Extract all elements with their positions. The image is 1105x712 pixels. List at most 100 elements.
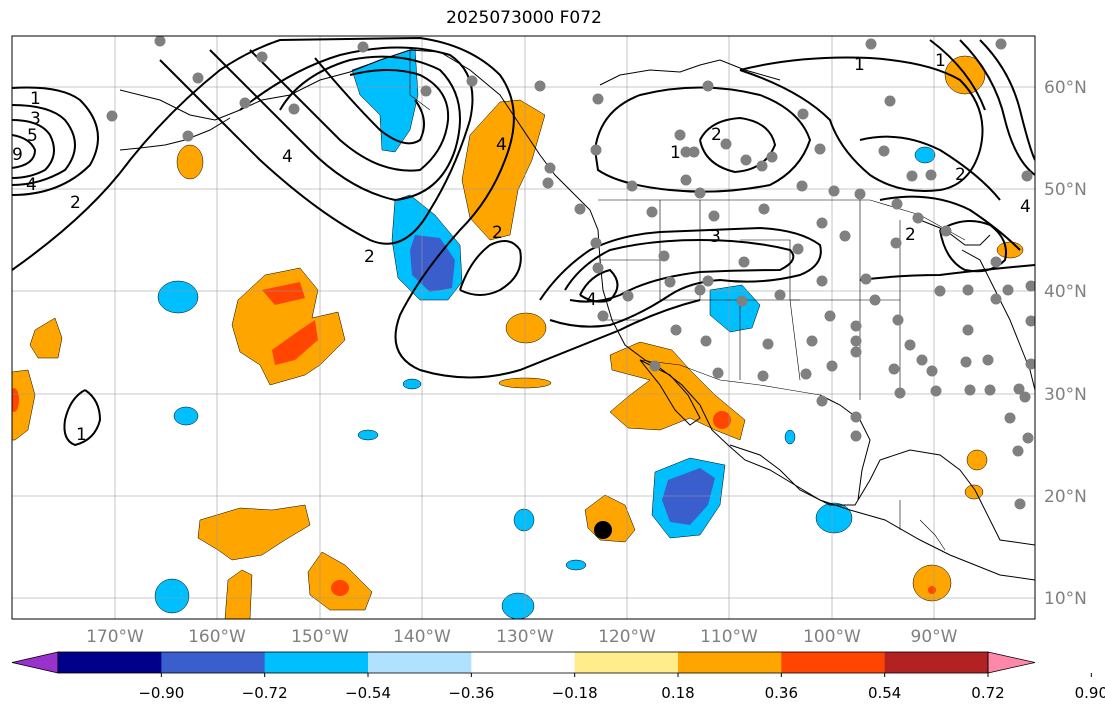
station-dot [796,180,808,192]
colorbar-segment [574,652,679,673]
station-dot [990,256,1002,268]
station-dot [702,275,714,287]
station-dot [962,284,974,296]
positive-anomaly-area [197,504,311,561]
station-dot [738,256,750,268]
station-dot [688,146,700,158]
contour-label: 9 [12,145,23,165]
station-dot [574,203,586,215]
station-dot [1014,498,1026,510]
colorbar-tick-label: −0.90 [138,684,184,702]
positive-anomaly-area [505,312,547,344]
contour-line [12,134,37,169]
station-dot [694,187,706,199]
contour-label: 4 [586,290,597,310]
contour-label: 4 [1020,197,1031,217]
lon-label: 120°W [598,627,656,647]
station-dot [816,275,828,287]
station-dot [1025,358,1035,370]
station-dot [926,365,938,377]
lat-label: 20°N [1044,487,1087,507]
contour-line [12,86,99,196]
station-dot [1012,445,1024,457]
positive-anomaly-area [176,144,204,180]
positive-anomaly-area [966,449,988,471]
contour-line [12,36,701,379]
station-dot [766,151,778,163]
station-dot [890,237,902,249]
colorbar-frame [57,651,989,674]
station-dot [592,262,604,274]
station-dot [720,138,732,150]
station-dot [256,51,268,63]
contour-label: 4 [496,135,507,155]
station-dot [590,237,602,249]
station-dot [792,243,804,255]
station-dot [1025,315,1035,327]
station-dot [925,169,937,181]
strong-positive-anomaly-area [262,282,305,305]
station-dot [694,284,706,296]
negative-anomaly-area [565,559,587,571]
colorbar-extend-high [987,651,1036,674]
station-dot [708,210,720,222]
station-dot [839,230,851,242]
contour-label: 5 [27,126,38,146]
colorbar-segment [264,652,369,673]
station-dot [680,174,692,186]
positive-anomaly-area [964,484,984,500]
positive-anomaly-area [461,99,546,241]
station-dot [912,212,924,224]
colorbar-segment [471,652,576,673]
strong-positive-anomaly-area [272,320,318,365]
contour-label: 2 [492,223,503,243]
station-dot [814,143,826,155]
contour-line [314,57,425,145]
strong-negative-anomaly-area [662,468,715,525]
station-dot [762,338,774,350]
station-dot [869,294,881,306]
station-dot [182,130,194,142]
contour-label: 3 [30,109,41,129]
station-dot [892,314,904,326]
station-dot [590,144,602,156]
contour-label: 2 [955,165,966,185]
station-dot [891,198,903,210]
contour-line [879,195,1021,251]
station-dots [106,36,1035,510]
station-dot [758,203,770,215]
contour-line [593,86,812,193]
strong-positive-anomaly-area [928,586,936,594]
station-dot [622,290,634,302]
station-dot [854,188,866,200]
contour-line [939,220,1007,273]
strong-positive-anomaly-area [331,580,349,596]
station-dot [990,293,1002,305]
station-dot [1004,412,1016,424]
station-dot [934,285,946,297]
colorbar-tick-label: 0.36 [765,684,798,702]
station-dot [826,360,838,372]
lat-label: 50°N [1044,180,1087,200]
station-dot [1025,280,1035,292]
station-dot [828,185,840,197]
colorbar-tick-label: 0.54 [868,684,901,702]
contour-line [859,264,1035,281]
lon-label: 100°W [803,627,861,647]
lon-label: 140°W [393,627,451,647]
negative-anomaly-area [914,146,936,164]
lat-label: 10°N [1044,589,1087,609]
map-layer: 1 3 5 9 4 2 4 2 4 1 2 3 4 2 1 1 2 2 1 4 [12,36,1035,619]
station-dot [542,177,554,189]
station-dot [878,145,890,157]
station-dot [984,384,996,396]
station-dot [106,110,118,122]
station-dot [1022,432,1034,444]
station-dot [806,335,818,347]
negative-anomaly-area [402,378,422,390]
station-dot [239,97,251,109]
station-dot [940,225,952,237]
positive-anomaly-area [231,267,346,386]
contour-line [959,39,1035,176]
contour-line [63,389,102,447]
